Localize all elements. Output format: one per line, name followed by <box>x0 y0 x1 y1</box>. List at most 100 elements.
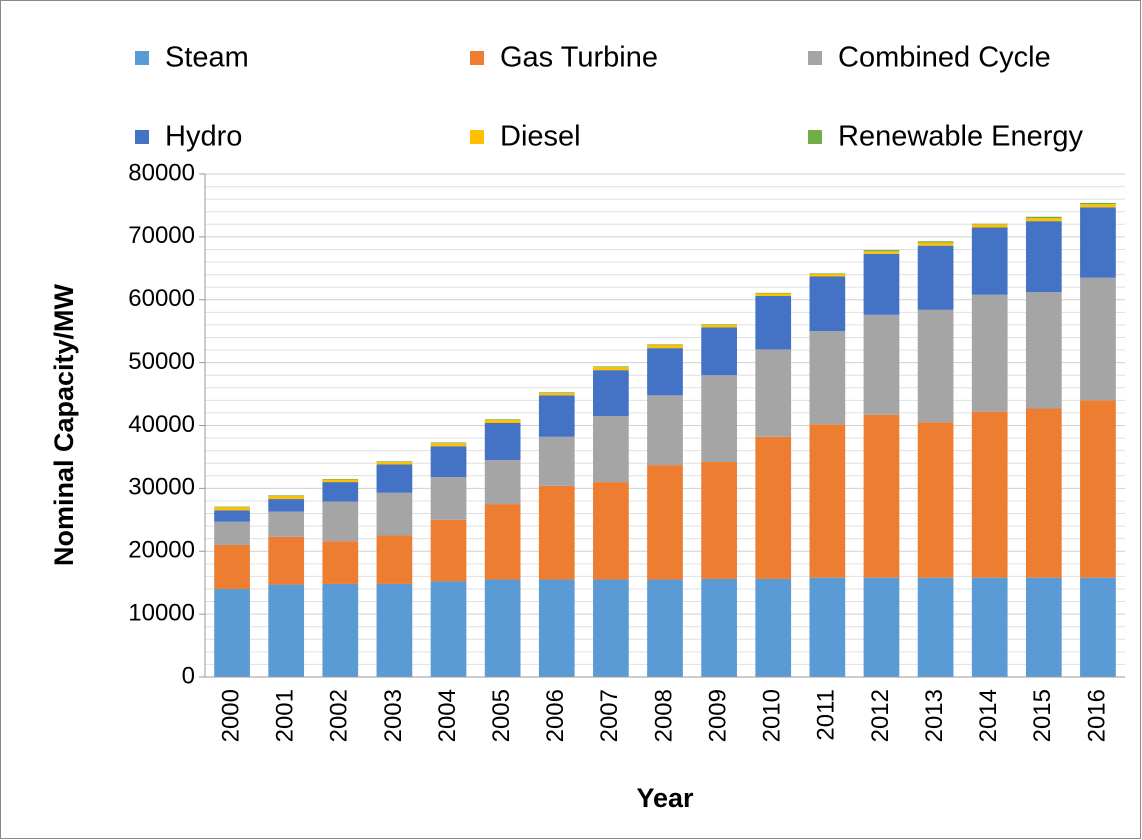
bar-segment <box>647 579 683 677</box>
bar-segment <box>322 541 359 584</box>
bar-segment <box>1025 292 1062 409</box>
bar-segment <box>647 395 683 466</box>
x-tick-label: 2010 <box>759 689 786 742</box>
bar-segment <box>971 223 1008 225</box>
y-tick-label: 20000 <box>128 537 195 564</box>
bar-segment <box>1025 216 1062 219</box>
bar-segment <box>376 461 413 462</box>
bar-segment <box>214 521 250 545</box>
bar-segment <box>376 461 413 465</box>
bar-segment <box>1080 400 1116 578</box>
bar-segment <box>971 411 1008 578</box>
bar-segment <box>214 506 250 508</box>
x-tick-label: 2009 <box>704 689 731 742</box>
bar-segment <box>863 577 900 677</box>
x-tick-label: 2012 <box>867 689 894 742</box>
x-tick-label: 2000 <box>217 689 244 742</box>
bar-segment <box>917 577 954 677</box>
x-tick-label: 2002 <box>326 689 353 742</box>
bar-segment <box>701 578 737 677</box>
bar-segment <box>701 324 737 328</box>
legend-label: Gas Turbine <box>500 42 658 74</box>
x-tick-label: 2001 <box>272 689 299 742</box>
bar-segment <box>863 251 900 254</box>
bar-segment <box>430 442 467 444</box>
y-tick-label: 0 <box>182 662 195 689</box>
bar-segment <box>1025 577 1062 677</box>
bar-segment <box>268 536 305 585</box>
bar-segment <box>863 314 900 415</box>
bar-segment <box>863 414 900 578</box>
bar-segment <box>809 577 846 677</box>
bar-segment <box>214 507 250 511</box>
x-tick-label: 2016 <box>1083 689 1110 742</box>
x-tick-label: 2011 <box>813 689 840 741</box>
x-tick-label: 2013 <box>921 689 948 742</box>
legend-swatch <box>135 51 149 65</box>
y-tick-label: 10000 <box>128 599 195 626</box>
x-tick-label: 2014 <box>975 689 1002 742</box>
bar-segment <box>1080 207 1116 278</box>
bar-segment <box>268 495 305 500</box>
bar-segment <box>1080 204 1116 208</box>
legend-label: Diesel <box>500 121 581 153</box>
bar-segment <box>971 577 1008 677</box>
bar-segment <box>376 583 413 677</box>
y-axis-title: Nominal Capacity/MW <box>49 283 79 566</box>
bar-segment <box>376 535 413 584</box>
bar-segment <box>701 461 737 579</box>
bar-segment <box>755 578 792 677</box>
bar-segment <box>484 504 521 580</box>
bar-segment <box>430 477 467 520</box>
y-tick-label: 80000 <box>128 159 195 186</box>
legend-swatch <box>470 51 484 65</box>
bar-segment <box>701 324 737 325</box>
bar-segment <box>376 492 413 536</box>
x-tick-label: 2006 <box>542 689 569 742</box>
bar-segment <box>268 584 305 677</box>
bar-segment <box>701 327 737 376</box>
bar-segment <box>322 479 359 483</box>
legend-label: Renewable Energy <box>838 121 1084 153</box>
bar-segment <box>647 344 683 346</box>
bar-segment <box>430 446 467 478</box>
bar-segment <box>322 583 359 677</box>
bar-segment <box>268 511 305 537</box>
bar-segment <box>1080 202 1116 205</box>
bar-segment <box>1025 408 1062 578</box>
bar-segment <box>538 579 575 677</box>
x-tick-label: 2004 <box>434 689 461 742</box>
bar-segment <box>214 588 250 677</box>
bar-segment <box>484 419 521 420</box>
x-axis-title: Year <box>636 783 694 813</box>
legend-label: Steam <box>165 42 249 74</box>
bar-segment <box>593 579 629 677</box>
x-tick-label: 2015 <box>1029 689 1056 742</box>
bar-segment <box>538 392 575 393</box>
legend-label: Combined Cycle <box>838 42 1051 74</box>
bar-segment <box>809 273 846 274</box>
bar-segment <box>701 375 737 462</box>
bar-segment <box>430 581 467 677</box>
bar-segment <box>917 309 954 423</box>
bar-segment <box>214 544 250 589</box>
bar-segment <box>1080 577 1116 677</box>
bar-segment <box>430 443 467 447</box>
bar-segment <box>917 245 954 310</box>
bar-segment <box>593 416 629 483</box>
bar-segment <box>1080 277 1116 401</box>
bar-segment <box>484 579 521 677</box>
bar-segment <box>917 242 954 246</box>
bar-segment <box>809 273 846 277</box>
bar-segment <box>322 482 359 502</box>
bar-segment <box>809 424 846 578</box>
bar-segment <box>538 436 575 486</box>
bar-segment <box>863 250 900 252</box>
bar-segment <box>484 460 521 505</box>
bar-segment <box>593 370 629 417</box>
legend-swatch <box>135 130 149 144</box>
bar-segment <box>214 510 250 522</box>
bar-segment <box>430 519 467 582</box>
y-tick-label: 60000 <box>128 285 195 312</box>
